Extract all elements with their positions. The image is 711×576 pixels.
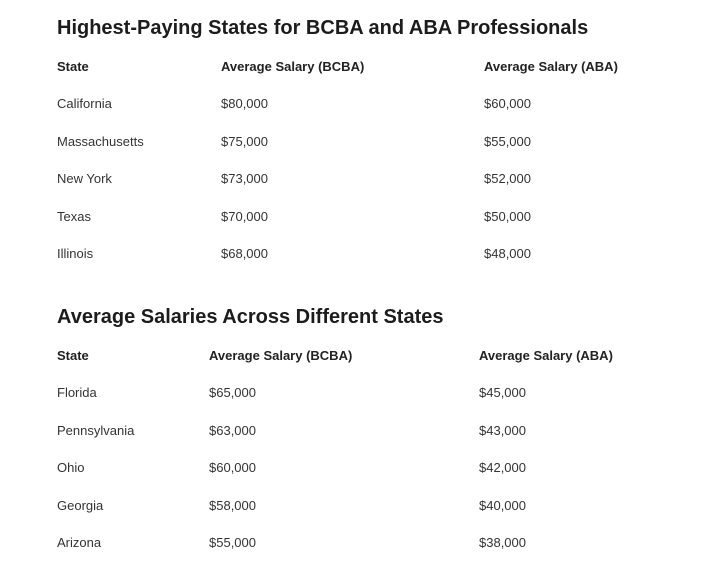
- state-cell: Massachusetts: [57, 133, 144, 149]
- column-header-aba: Average Salary (ABA): [479, 347, 613, 363]
- table-header-row: State Average Salary (BCBA) Average Sala…: [57, 47, 697, 85]
- aba-salary-cell: $42,000: [479, 460, 526, 476]
- bcba-salary-cell: $80,000: [221, 96, 268, 112]
- bcba-salary-cell: $68,000: [221, 246, 268, 262]
- aba-salary-cell: $45,000: [479, 385, 526, 401]
- table-row: Illinois $68,000 $48,000: [57, 235, 697, 273]
- salary-table: State Average Salary (BCBA) Average Sala…: [57, 336, 697, 562]
- state-cell: Arizona: [57, 535, 102, 551]
- highest-paying-states-section: Highest-Paying States for BCBA and ABA P…: [57, 14, 697, 273]
- aba-salary-cell: $55,000: [484, 133, 531, 149]
- column-header-bcba: Average Salary (BCBA): [221, 58, 365, 74]
- state-cell: California: [57, 96, 112, 112]
- table-row: Florida $65,000 $45,000: [57, 374, 697, 412]
- table-row: New York $73,000 $52,000: [57, 160, 697, 198]
- bcba-salary-cell: $55,000: [209, 535, 256, 551]
- state-cell: Florida: [57, 385, 97, 401]
- column-header-bcba: Average Salary (BCBA): [209, 347, 353, 363]
- aba-salary-cell: $40,000: [479, 497, 526, 513]
- salary-table: State Average Salary (BCBA) Average Sala…: [57, 47, 697, 273]
- section-title: Highest-Paying States for BCBA and ABA P…: [57, 17, 589, 39]
- table-header-row: State Average Salary (BCBA) Average Sala…: [57, 336, 697, 374]
- aba-salary-cell: $43,000: [479, 422, 526, 438]
- state-cell: Illinois: [57, 246, 94, 262]
- state-cell: New York: [57, 171, 112, 187]
- table-row: Massachusetts $75,000 $55,000: [57, 123, 697, 161]
- bcba-salary-cell: $60,000: [209, 460, 256, 476]
- bcba-salary-cell: $65,000: [209, 385, 256, 401]
- table-row: Georgia $58,000 $40,000: [57, 487, 697, 525]
- aba-salary-cell: $52,000: [484, 171, 531, 187]
- aba-salary-cell: $48,000: [484, 246, 531, 262]
- section-title: Average Salaries Across Different States: [57, 306, 444, 328]
- average-salaries-section: Average Salaries Across Different States…: [57, 303, 697, 562]
- column-header-state: State: [57, 347, 89, 363]
- bcba-salary-cell: $75,000: [221, 133, 268, 149]
- column-header-state: State: [57, 58, 89, 74]
- column-header-aba: Average Salary (ABA): [484, 58, 618, 74]
- state-cell: Pennsylvania: [57, 422, 135, 438]
- table-row: Arizona $55,000 $38,000: [57, 524, 697, 562]
- bcba-salary-cell: $63,000: [209, 422, 256, 438]
- aba-salary-cell: $60,000: [484, 96, 531, 112]
- state-cell: Ohio: [57, 460, 85, 476]
- table-row: Ohio $60,000 $42,000: [57, 449, 697, 487]
- state-cell: Texas: [57, 208, 91, 224]
- bcba-salary-cell: $58,000: [209, 497, 256, 513]
- state-cell: Georgia: [57, 497, 104, 513]
- bcba-salary-cell: $70,000: [221, 208, 268, 224]
- aba-salary-cell: $38,000: [479, 535, 526, 551]
- aba-salary-cell: $50,000: [484, 208, 531, 224]
- table-row: Pennsylvania $63,000 $43,000: [57, 412, 697, 450]
- table-row: California $80,000 $60,000: [57, 85, 697, 123]
- table-row: Texas $70,000 $50,000: [57, 198, 697, 236]
- bcba-salary-cell: $73,000: [221, 171, 268, 187]
